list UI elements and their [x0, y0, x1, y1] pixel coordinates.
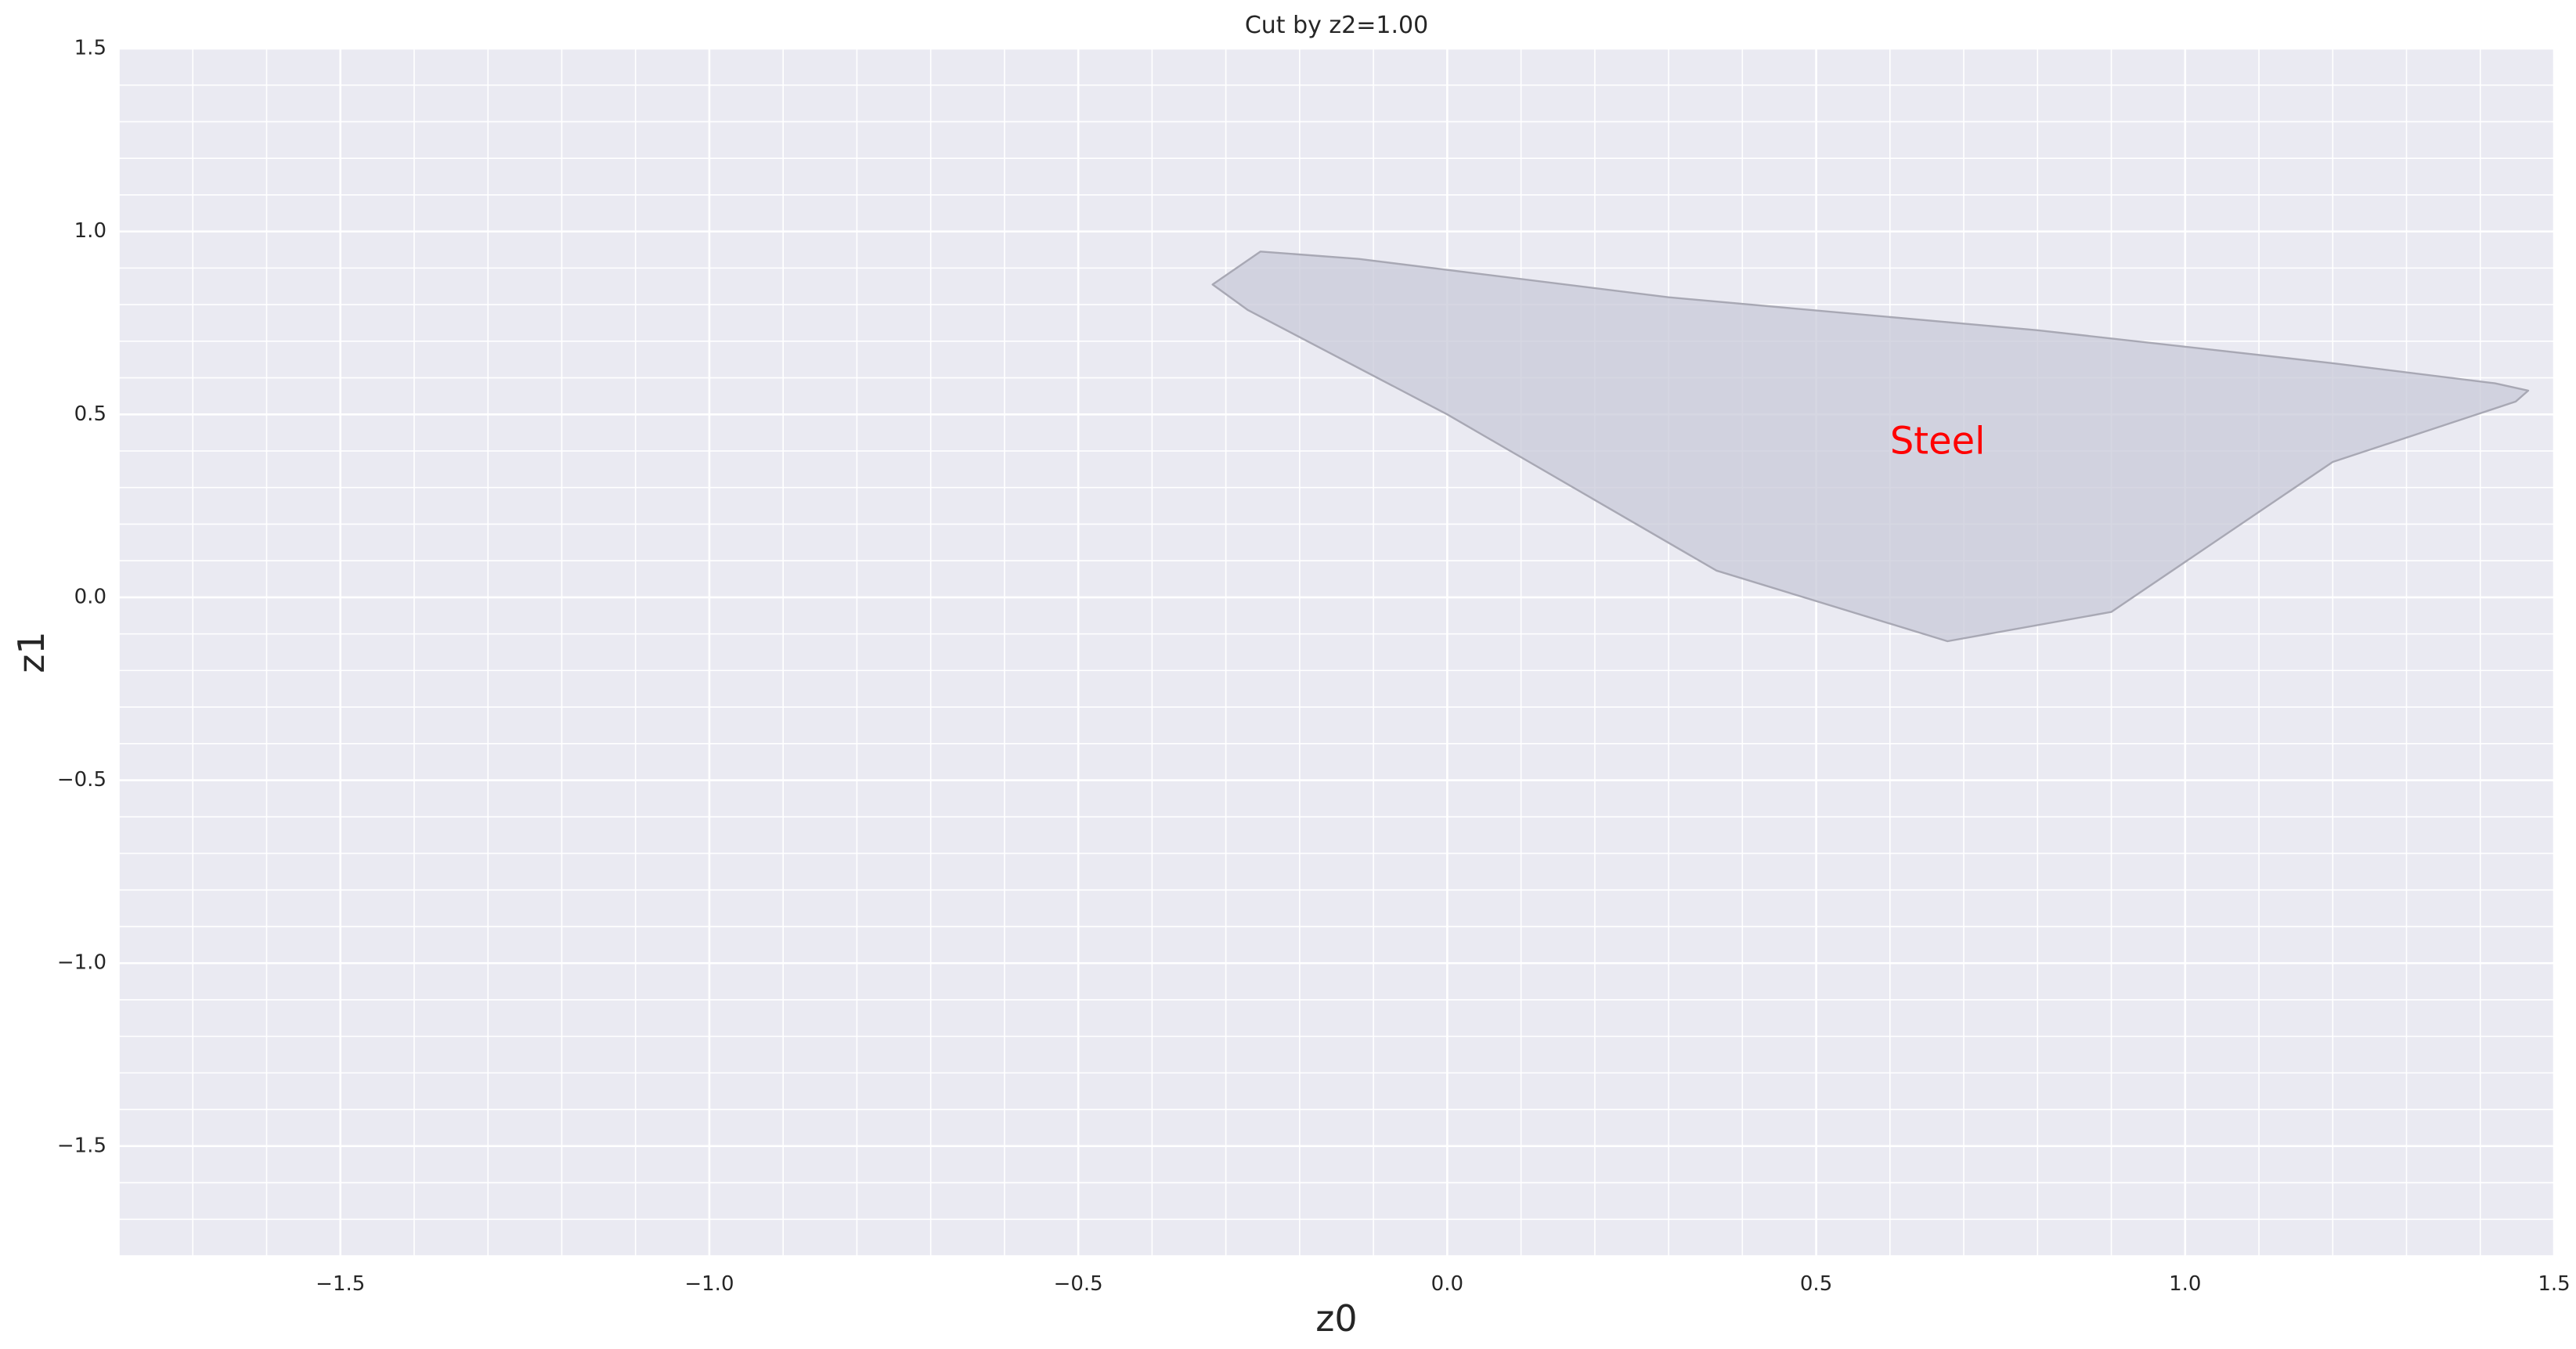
region-label: Steel	[1890, 420, 1986, 463]
x-axis-label: z0	[1315, 1297, 1357, 1340]
x-tick-label: 1.5	[2538, 1272, 2570, 1296]
x-tick-label: 1.0	[2169, 1272, 2201, 1296]
regions: Steel	[1211, 251, 2530, 643]
tick-labels: −1.5 −1.0 −0.5 0.0 0.5 1.0 1.5 1.5 1.0 0.5 0.0 −0.5…	[57, 37, 2571, 1297]
x-tick-label: 0.0	[1431, 1272, 1463, 1296]
y-axis-label: z1	[10, 631, 52, 673]
y-tick-label: −0.5	[57, 768, 106, 792]
y-tick-label: −1.5	[57, 1134, 106, 1157]
x-tick-label: −1.5	[316, 1272, 365, 1296]
y-tick-label: 1.0	[74, 219, 106, 243]
y-tick-label: 0.5	[74, 402, 106, 426]
y-tick-label: 1.5	[74, 37, 106, 60]
region-polygon	[1211, 251, 2530, 643]
x-tick-label: −0.5	[1054, 1272, 1103, 1296]
y-tick-label: 0.0	[74, 585, 106, 608]
x-tick-label: −1.0	[684, 1272, 734, 1296]
grid-lines	[118, 47, 2556, 1257]
plot-area	[119, 49, 2554, 1256]
y-tick-label: −1.0	[57, 951, 106, 975]
chart-title: Cut by z2=1.00	[1245, 12, 1428, 39]
x-tick-label: 0.5	[1800, 1272, 1832, 1296]
